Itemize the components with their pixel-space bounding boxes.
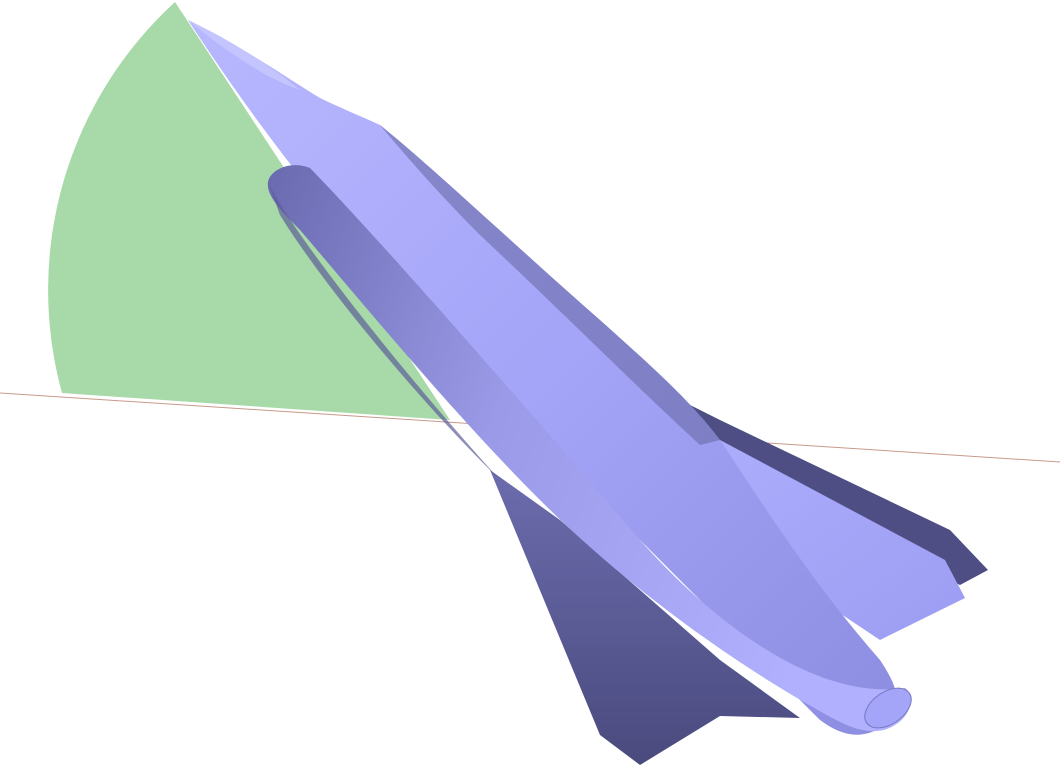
fuselage-shadow-band	[380, 125, 720, 445]
nacelle-exhaust	[864, 687, 912, 729]
angle-of-attack-sector	[48, 2, 450, 420]
left-wing	[490, 470, 800, 765]
nose-cone	[188, 20, 300, 90]
engine-nacelle	[267, 165, 911, 732]
fuselage	[188, 20, 897, 735]
right-wing-underside	[640, 380, 988, 585]
